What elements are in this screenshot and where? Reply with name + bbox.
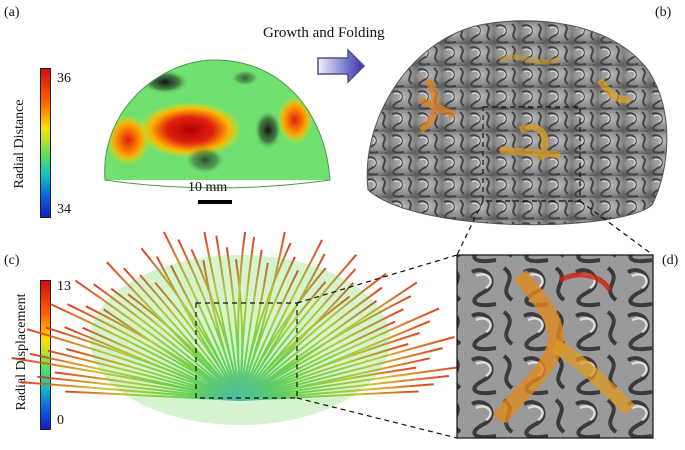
panel-label-a: (a) bbox=[4, 5, 20, 20]
zoom-box-c bbox=[195, 302, 298, 399]
scale-bar bbox=[198, 200, 232, 204]
colorbar-top bbox=[40, 68, 51, 218]
arrow-icon bbox=[317, 48, 366, 84]
colorbar-bottom-max: 13 bbox=[57, 279, 71, 294]
scale-bar-label: 10 mm bbox=[188, 180, 228, 195]
radial-displacement-fibers bbox=[11, 231, 464, 425]
zoom-panel-d-frame bbox=[456, 254, 654, 439]
colorbar-bottom-min: 0 bbox=[57, 413, 64, 428]
colorbar-bottom bbox=[40, 280, 51, 430]
dome-radial-distance-map bbox=[104, 60, 330, 180]
zoom-box-b bbox=[482, 106, 581, 202]
colorbar-top-max: 36 bbox=[57, 71, 71, 86]
panel-label-b: (b) bbox=[655, 5, 672, 20]
zoomed-sulcus-detail bbox=[457, 255, 653, 438]
panel-label-d: (d) bbox=[662, 253, 679, 268]
colorbar-top-min: 34 bbox=[57, 202, 71, 217]
folded-brain-surface bbox=[366, 20, 668, 226]
growth-folding-label: Growth and Folding bbox=[263, 25, 385, 41]
panel-label-c: (c) bbox=[4, 253, 20, 268]
